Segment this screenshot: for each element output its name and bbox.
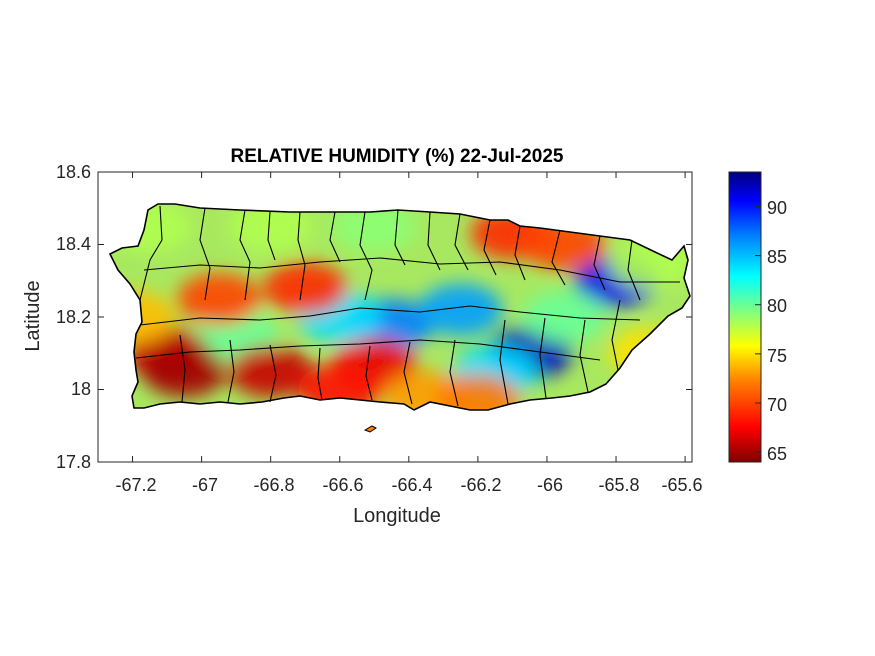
municipality-boundary xyxy=(394,209,406,266)
municipality-boundary xyxy=(365,345,373,401)
municipality-boundary xyxy=(403,341,413,405)
municipality-boundary xyxy=(454,213,469,271)
municipality-boundary xyxy=(579,319,589,393)
x-tick-label: -66.4 xyxy=(391,475,432,495)
x-tick-label: -66.8 xyxy=(253,475,294,495)
municipality-boundary xyxy=(143,257,680,283)
municipality-boundary xyxy=(267,211,276,261)
x-axis-label: Longitude xyxy=(353,505,441,527)
x-tick-label: -65.6 xyxy=(661,475,702,495)
y-tick-label: 18.4 xyxy=(56,234,91,254)
municipality-boundaries xyxy=(135,205,680,407)
humidity-cell xyxy=(228,204,313,253)
municipality-boundary xyxy=(179,334,186,403)
y-tick-label: 17.8 xyxy=(56,452,91,472)
municipality-boundary xyxy=(514,225,526,281)
humidity-cell xyxy=(522,291,607,343)
municipality-boundary xyxy=(239,209,251,301)
caja-de-muertos-islet xyxy=(363,425,377,433)
colorbar-tick-label: 80 xyxy=(767,296,787,316)
municipality-boundary xyxy=(483,219,497,276)
municipality-boundary xyxy=(449,339,459,407)
x-tick-label: -66.6 xyxy=(322,475,363,495)
y-axis-label: Latitude xyxy=(22,280,44,351)
municipality-boundary xyxy=(329,211,341,263)
municipality-boundary xyxy=(427,211,441,271)
municipality-boundary xyxy=(551,229,566,286)
municipality-boundary xyxy=(139,305,641,326)
municipality-boundary xyxy=(227,339,235,403)
municipality-boundary xyxy=(499,319,509,405)
humidity-cell xyxy=(176,272,261,325)
x-tick-label: -67 xyxy=(192,475,218,495)
municipality-boundary xyxy=(269,344,277,403)
humidity-cell xyxy=(435,374,520,410)
island-coastline xyxy=(108,203,691,411)
colorbar-tick-label: 65 xyxy=(767,444,787,464)
municipality-boundary xyxy=(593,235,606,291)
y-tick-label: 18.2 xyxy=(56,307,91,327)
municipality-boundary xyxy=(135,339,601,361)
y-tick-label: 18.6 xyxy=(56,162,91,182)
colorbar xyxy=(728,171,762,463)
humidity-field xyxy=(110,204,690,410)
chart-title: RELATIVE HUMIDITY (%) 22-Jul-2025 xyxy=(231,146,564,167)
x-tick-label: -66.2 xyxy=(460,475,501,495)
municipality-boundary xyxy=(611,299,621,371)
municipality-boundary xyxy=(297,211,306,301)
x-tick-label: -66 xyxy=(537,475,563,495)
x-tick-label: -67.2 xyxy=(115,475,156,495)
colorbar-tick-label: 75 xyxy=(767,346,787,366)
municipality-boundary xyxy=(539,317,547,399)
colorbar-tick-label: 85 xyxy=(767,247,787,267)
y-tick-label: 18 xyxy=(71,379,91,399)
humidity-cell xyxy=(263,262,348,314)
municipality-boundary xyxy=(359,211,373,301)
colorbar-tick-label: 70 xyxy=(767,395,787,415)
humidity-cell xyxy=(418,283,503,336)
humidity-cell xyxy=(228,345,313,398)
colorbar-tick-label: 90 xyxy=(767,198,787,218)
municipality-boundary xyxy=(139,205,163,301)
municipality-boundary xyxy=(317,347,323,401)
municipality-boundary xyxy=(627,239,641,301)
humidity-cell xyxy=(142,345,227,398)
x-tick-label: -65.8 xyxy=(598,475,639,495)
municipality-boundary xyxy=(199,207,211,301)
